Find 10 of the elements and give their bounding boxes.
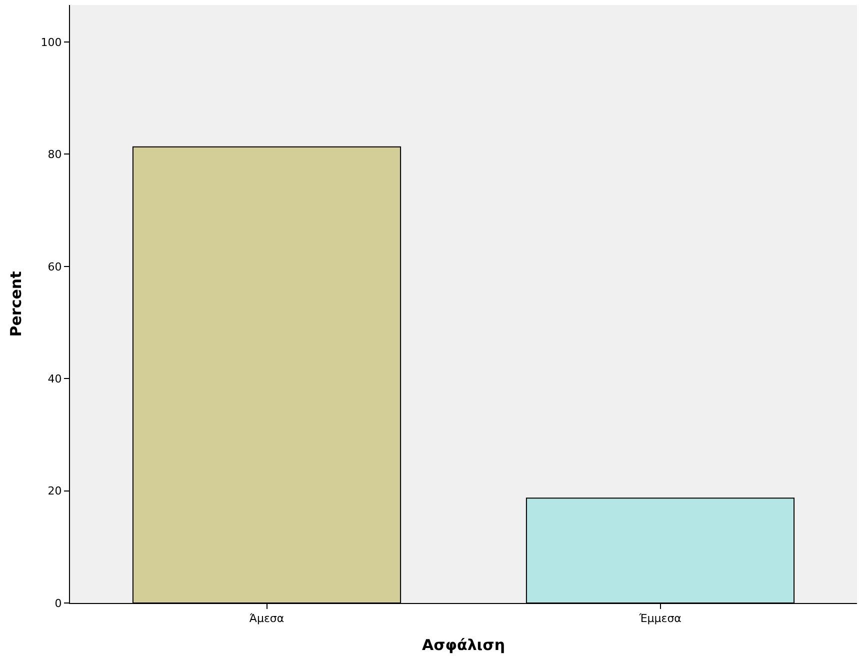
y-tick-label: 20: [48, 484, 62, 498]
y-tick-label: 100: [40, 36, 62, 49]
y-tick-label: 0: [54, 596, 62, 610]
x-tick-label: Έμμεσα: [638, 612, 682, 626]
y-tick-label: 40: [48, 372, 62, 386]
x-axis-title: Ασφάλιση: [422, 636, 506, 654]
y-axis-title: Percent: [7, 271, 26, 337]
y-tick-label: 60: [48, 260, 62, 274]
y-tick-label: 80: [48, 148, 62, 162]
x-tick-label: Άμεσα: [249, 612, 284, 626]
